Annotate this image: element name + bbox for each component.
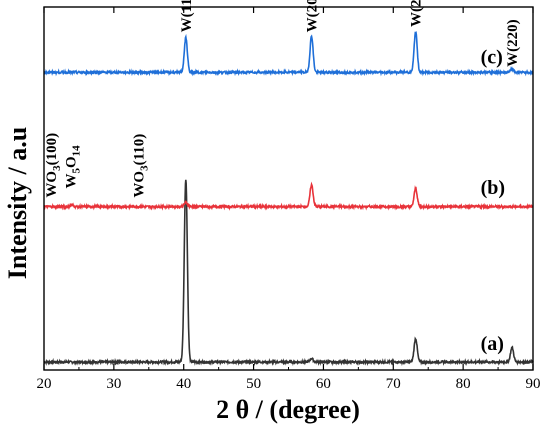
- x-tick-label: 40: [176, 376, 191, 392]
- x-tick-label: 60: [316, 376, 331, 392]
- phase-label: W5O14: [64, 145, 83, 189]
- x-tick-label: 30: [106, 376, 121, 392]
- x-tick-label: 50: [246, 376, 261, 392]
- x-axis-title: 2 θ / (degree): [216, 395, 360, 424]
- curve-label: (c): [481, 46, 503, 68]
- peak-label: W(211): [409, 0, 425, 27]
- curve-label: (a): [481, 333, 504, 355]
- x-tick-label: 70: [386, 376, 401, 392]
- x-tick-label: 90: [526, 376, 541, 392]
- series-line-2: [43, 31, 534, 77]
- peak-label: W(200): [305, 0, 321, 32]
- phase-label: WO3(110): [131, 134, 150, 198]
- phase-label: WO3(100): [44, 133, 63, 198]
- series-line-1: [43, 181, 534, 211]
- axes-layer: 20 30 40 50 60 70 80 90: [37, 6, 541, 392]
- series-line-0: [43, 179, 534, 367]
- peak-label: W(220): [505, 19, 521, 67]
- x-tick-label: 20: [37, 376, 52, 392]
- peak-label: W(110): [179, 0, 195, 32]
- curve-label: (b): [481, 177, 505, 199]
- plot-frame: [43, 6, 534, 371]
- plot-layer: W(110) W(200) W(211) W(220) WO3(100)W5O14 WO3…: [43, 0, 534, 367]
- x-tick-label: 80: [456, 376, 471, 392]
- y-axis-title: Intensity / a.u: [3, 127, 32, 279]
